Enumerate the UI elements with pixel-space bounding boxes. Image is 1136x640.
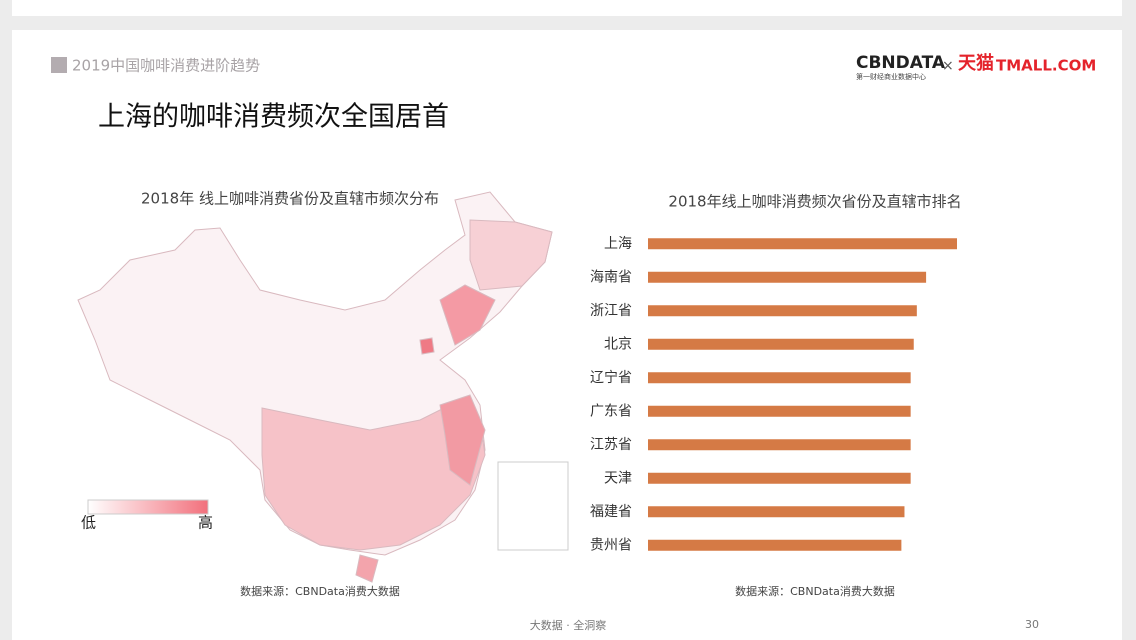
bar: [648, 338, 914, 350]
page-number: 30: [1025, 618, 1039, 631]
legend-gradient: [87, 499, 209, 515]
y-tick-label: 广东省: [590, 403, 632, 419]
logo-sub: 第一财经商业数据中心: [856, 72, 926, 81]
chart-title: 2018年线上咖啡消费频次省份及直辖市排名: [668, 193, 961, 211]
y-tick-label: 上海: [604, 236, 632, 252]
y-tick-label: 辽宁省: [590, 369, 632, 386]
map: [77, 191, 553, 583]
title: 上海的咖啡消费频次全国居首: [98, 102, 449, 133]
y-tick-label: 天津: [604, 470, 632, 486]
partner: 天猫: [958, 52, 994, 74]
top-card: [12, 0, 1122, 16]
bar: [648, 238, 957, 250]
bar: [648, 271, 927, 283]
bar: [648, 539, 902, 551]
bar: [648, 439, 911, 451]
bar: [648, 405, 911, 417]
y-tick-label: 福建省: [590, 504, 632, 520]
y-tick-label: 海南省: [590, 269, 632, 285]
times: ×: [942, 58, 954, 74]
section: 2019中国咖啡消费进阶趋势: [72, 57, 260, 75]
inset-box: [497, 461, 569, 551]
legend-low: 低: [81, 514, 96, 532]
bar: [648, 372, 911, 384]
section-icon: [51, 57, 67, 73]
chart-source: 数据来源：CBNData消费大数据: [735, 584, 895, 598]
bar: [648, 472, 911, 484]
map-source: 数据来源：CBNData消费大数据: [240, 584, 400, 598]
logo: CBNDATA: [856, 53, 946, 73]
legend-high: 高: [198, 514, 213, 532]
y-tick-label: 江苏省: [590, 437, 632, 453]
bar: [648, 305, 917, 317]
footer-slogan: 大数据 · 全洞察: [530, 618, 607, 632]
map-title: 2018年 线上咖啡消费省份及直辖市频次分布: [141, 190, 439, 208]
y-tick-label: 北京: [604, 336, 632, 352]
y-tick-label: 浙江省: [590, 303, 632, 319]
partner-en: TMALL.COM: [996, 57, 1096, 75]
bar: [648, 506, 905, 518]
y-tick-label: 贵州省: [590, 537, 632, 553]
